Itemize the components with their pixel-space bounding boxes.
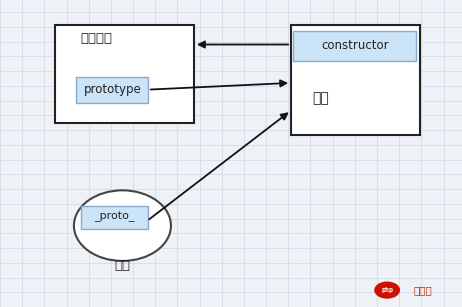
Text: constructor: constructor xyxy=(321,39,389,52)
Text: 构造函数: 构造函数 xyxy=(81,32,113,45)
Text: prototype: prototype xyxy=(83,83,141,96)
Bar xyxy=(81,206,148,229)
Bar xyxy=(293,31,416,61)
Bar xyxy=(76,77,148,103)
Bar xyxy=(291,25,420,135)
Text: php: php xyxy=(381,287,393,293)
Ellipse shape xyxy=(74,190,171,261)
Text: 中文网: 中文网 xyxy=(413,285,432,295)
Bar xyxy=(55,25,194,123)
Circle shape xyxy=(374,282,400,299)
Text: _proto_: _proto_ xyxy=(94,212,135,222)
Text: 原型: 原型 xyxy=(313,91,329,105)
Text: 实例: 实例 xyxy=(115,259,130,272)
